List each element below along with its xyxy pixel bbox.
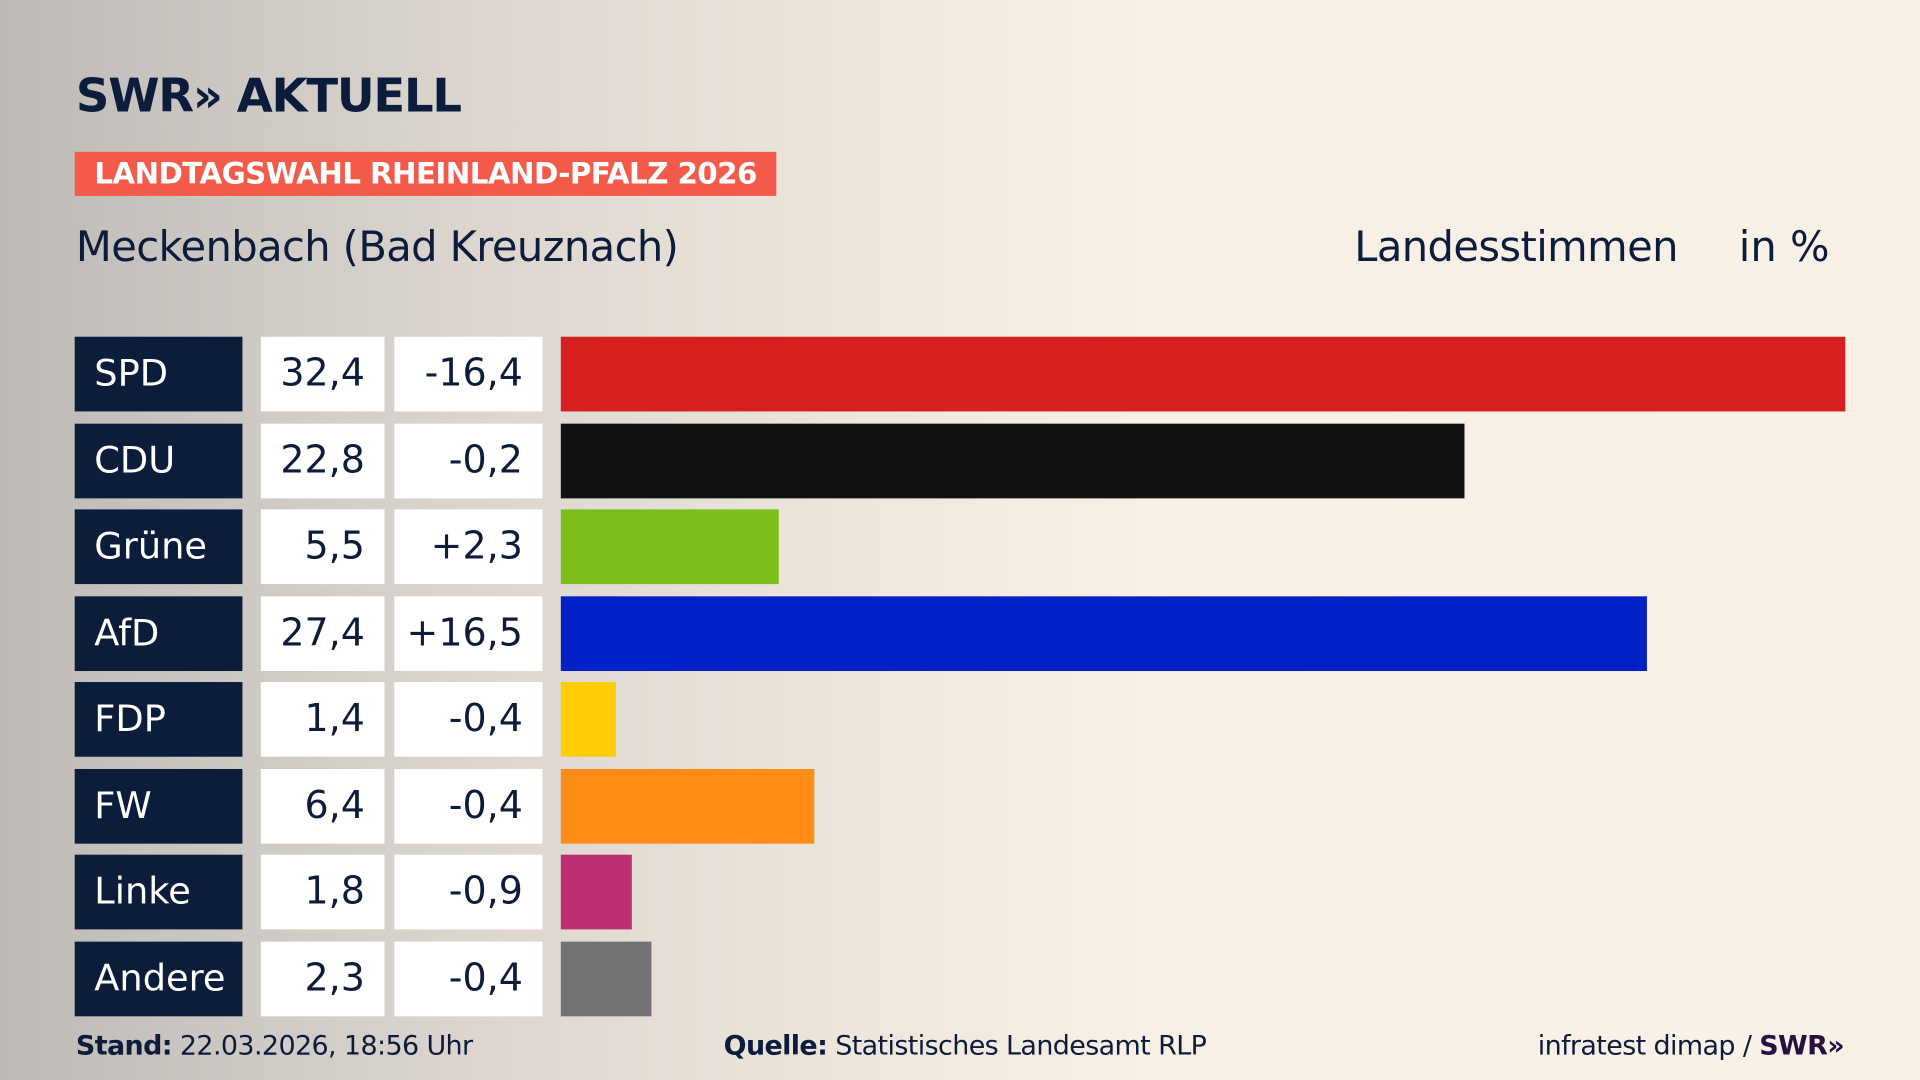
party-label: CDU xyxy=(74,423,243,498)
bar xyxy=(560,941,652,1016)
party-label: Andere xyxy=(74,941,243,1016)
stand-value: 22.03.2026, 18:56 Uhr xyxy=(179,1031,473,1062)
bar-row: Grüne 5,5 +2,3 xyxy=(0,509,1920,585)
bar-row: FDP 1,4 -0,4 xyxy=(0,682,1920,757)
bar-row: Linke 1,8 -0,9 xyxy=(0,854,1920,930)
source-value: Statistisches Landesamt RLP xyxy=(835,1031,1207,1062)
value-label: 22,8 xyxy=(260,423,385,498)
diff-label: -0,4 xyxy=(394,682,543,757)
party-label: AfD xyxy=(74,595,243,671)
value-label: 6,4 xyxy=(260,768,385,844)
measure-label: Landesstimmen xyxy=(1354,222,1678,272)
timestamp: Stand: 22.03.2026, 18:56 Uhr xyxy=(76,1031,473,1062)
credit: infratest dimap / SWR» xyxy=(1537,1031,1845,1062)
value-label: 5,5 xyxy=(260,509,385,585)
value-label: 1,8 xyxy=(260,854,385,930)
stand-label: Stand: xyxy=(75,1031,173,1062)
source-label: Quelle: xyxy=(723,1031,828,1062)
diff-label: +2,3 xyxy=(394,509,543,585)
bar-row: FW 6,4 -0,4 xyxy=(0,768,1920,844)
party-label: SPD xyxy=(74,336,243,412)
bar xyxy=(560,595,1648,671)
bar-row: SPD 32,4 -16,4 xyxy=(0,336,1920,412)
bar xyxy=(560,768,815,844)
diff-label: -0,4 xyxy=(394,941,543,1016)
value-label: 32,4 xyxy=(260,336,385,412)
value-label: 2,3 xyxy=(260,941,385,1016)
value-label: 1,4 xyxy=(260,682,385,757)
diff-label: -0,2 xyxy=(394,423,543,498)
bar xyxy=(560,682,617,757)
bar xyxy=(560,423,1465,498)
party-label: Linke xyxy=(74,854,243,930)
location-title: Meckenbach (Bad Kreuznach) xyxy=(75,222,679,272)
value-label: 27,4 xyxy=(260,595,385,671)
diff-label: -16,4 xyxy=(394,336,543,412)
party-label: FDP xyxy=(74,682,243,757)
bar-row: AfD 27,4 +16,5 xyxy=(0,595,1920,671)
source: Quelle: Statistisches Landesamt RLP xyxy=(724,1031,1207,1062)
bar xyxy=(560,509,779,585)
bar xyxy=(560,854,633,930)
credit-text: infratest dimap / xyxy=(1537,1031,1760,1062)
election-badge: LANDTAGSWAHL RHEINLAND-PFALZ 2026 xyxy=(74,151,777,196)
diff-label: -0,4 xyxy=(394,768,543,844)
party-label: Grüne xyxy=(74,509,243,585)
party-label: FW xyxy=(74,768,243,844)
bar-row: CDU 22,8 -0,2 xyxy=(0,423,1920,498)
swr-logo: SWR» xyxy=(1759,1031,1845,1062)
bar-row: Andere 2,3 -0,4 xyxy=(0,941,1920,1016)
bar xyxy=(560,336,1846,412)
swr-aktuell-logo: SWR» AKTUELL xyxy=(75,68,462,123)
diff-label: +16,5 xyxy=(394,595,543,671)
unit-label: in % xyxy=(1738,222,1830,272)
diff-label: -0,9 xyxy=(394,854,543,930)
